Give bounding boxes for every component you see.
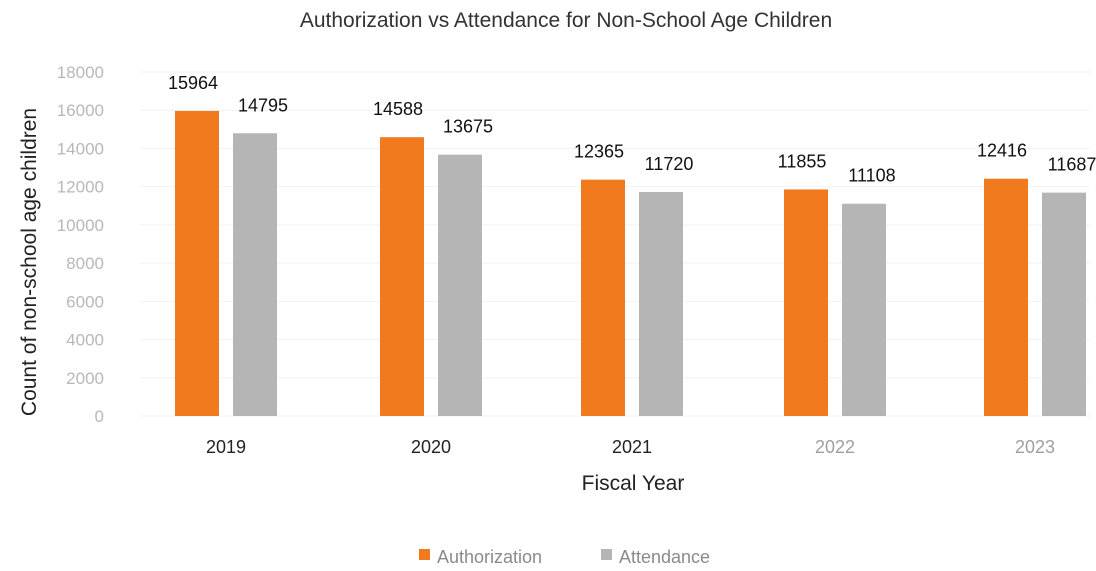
y-tick-label: 4000 bbox=[66, 331, 104, 350]
legend-swatch-authorization bbox=[419, 549, 430, 560]
x-axis-title: Fiscal Year bbox=[582, 472, 685, 495]
x-tick-label-2023: 2023 bbox=[1015, 437, 1055, 457]
y-tick-label: 8000 bbox=[66, 254, 104, 273]
x-tick-label-2019: 2019 bbox=[206, 437, 246, 457]
chart-title: Authorization vs Attendance for Non-Scho… bbox=[300, 9, 832, 32]
y-tick-label: 16000 bbox=[57, 101, 104, 120]
data-label-authorization-2021: 12365 bbox=[574, 142, 624, 162]
data-label-attendance-2022: 11108 bbox=[848, 166, 895, 186]
data-label-authorization-2020: 14588 bbox=[373, 99, 423, 119]
x-tick-label-2022: 2022 bbox=[815, 437, 855, 457]
x-tick-label-2021: 2021 bbox=[612, 437, 652, 457]
data-labels: 15964 14795 14588 13675 12365 11720 11855 11108… bbox=[168, 73, 1096, 186]
y-axis-ticks: 0 2000 4000 6000 8000 10000 12000 14000 16000 180… bbox=[57, 63, 104, 426]
bar-authorization-2020 bbox=[380, 137, 424, 417]
bar-authorization-2019 bbox=[175, 110, 219, 417]
data-label-attendance-2020: 13675 bbox=[443, 117, 493, 137]
legend: Authorization Attendance bbox=[419, 547, 710, 567]
data-label-attendance-2023: 11687 bbox=[1048, 155, 1096, 175]
y-tick-label: 6000 bbox=[66, 292, 104, 311]
y-tick-label: 12000 bbox=[57, 178, 104, 197]
bar-attendance-2022 bbox=[842, 203, 886, 416]
x-axis-ticks: 2019 2020 2021 2022 2023 bbox=[206, 437, 1055, 457]
y-tick-label: 0 bbox=[95, 407, 104, 426]
data-label-authorization-2022: 11855 bbox=[778, 151, 827, 171]
data-label-authorization-2023: 12416 bbox=[977, 141, 1027, 161]
bar-series bbox=[175, 110, 1086, 417]
bar-authorization-2021 bbox=[581, 179, 625, 416]
bar-authorization-2023 bbox=[984, 178, 1028, 416]
legend-label-attendance: Attendance bbox=[619, 547, 710, 567]
bar-authorization-2022 bbox=[784, 189, 828, 416]
y-axis-title: Count of non-school age children bbox=[18, 108, 41, 416]
y-tick-label: 2000 bbox=[66, 369, 104, 388]
legend-swatch-attendance bbox=[601, 549, 612, 560]
x-tick-label-2020: 2020 bbox=[411, 437, 451, 457]
y-tick-label: 14000 bbox=[57, 139, 104, 158]
data-label-authorization-2019: 15964 bbox=[168, 73, 218, 93]
data-label-attendance-2021: 11720 bbox=[645, 154, 694, 174]
bar-attendance-2021 bbox=[639, 192, 683, 416]
bar-attendance-2023 bbox=[1042, 192, 1086, 416]
y-tick-label: 10000 bbox=[57, 216, 104, 235]
y-tick-label: 18000 bbox=[57, 63, 104, 82]
bar-attendance-2019 bbox=[233, 133, 277, 417]
legend-label-authorization: Authorization bbox=[437, 547, 542, 567]
data-label-attendance-2019: 14795 bbox=[238, 95, 288, 115]
bar-attendance-2020 bbox=[438, 154, 482, 416]
